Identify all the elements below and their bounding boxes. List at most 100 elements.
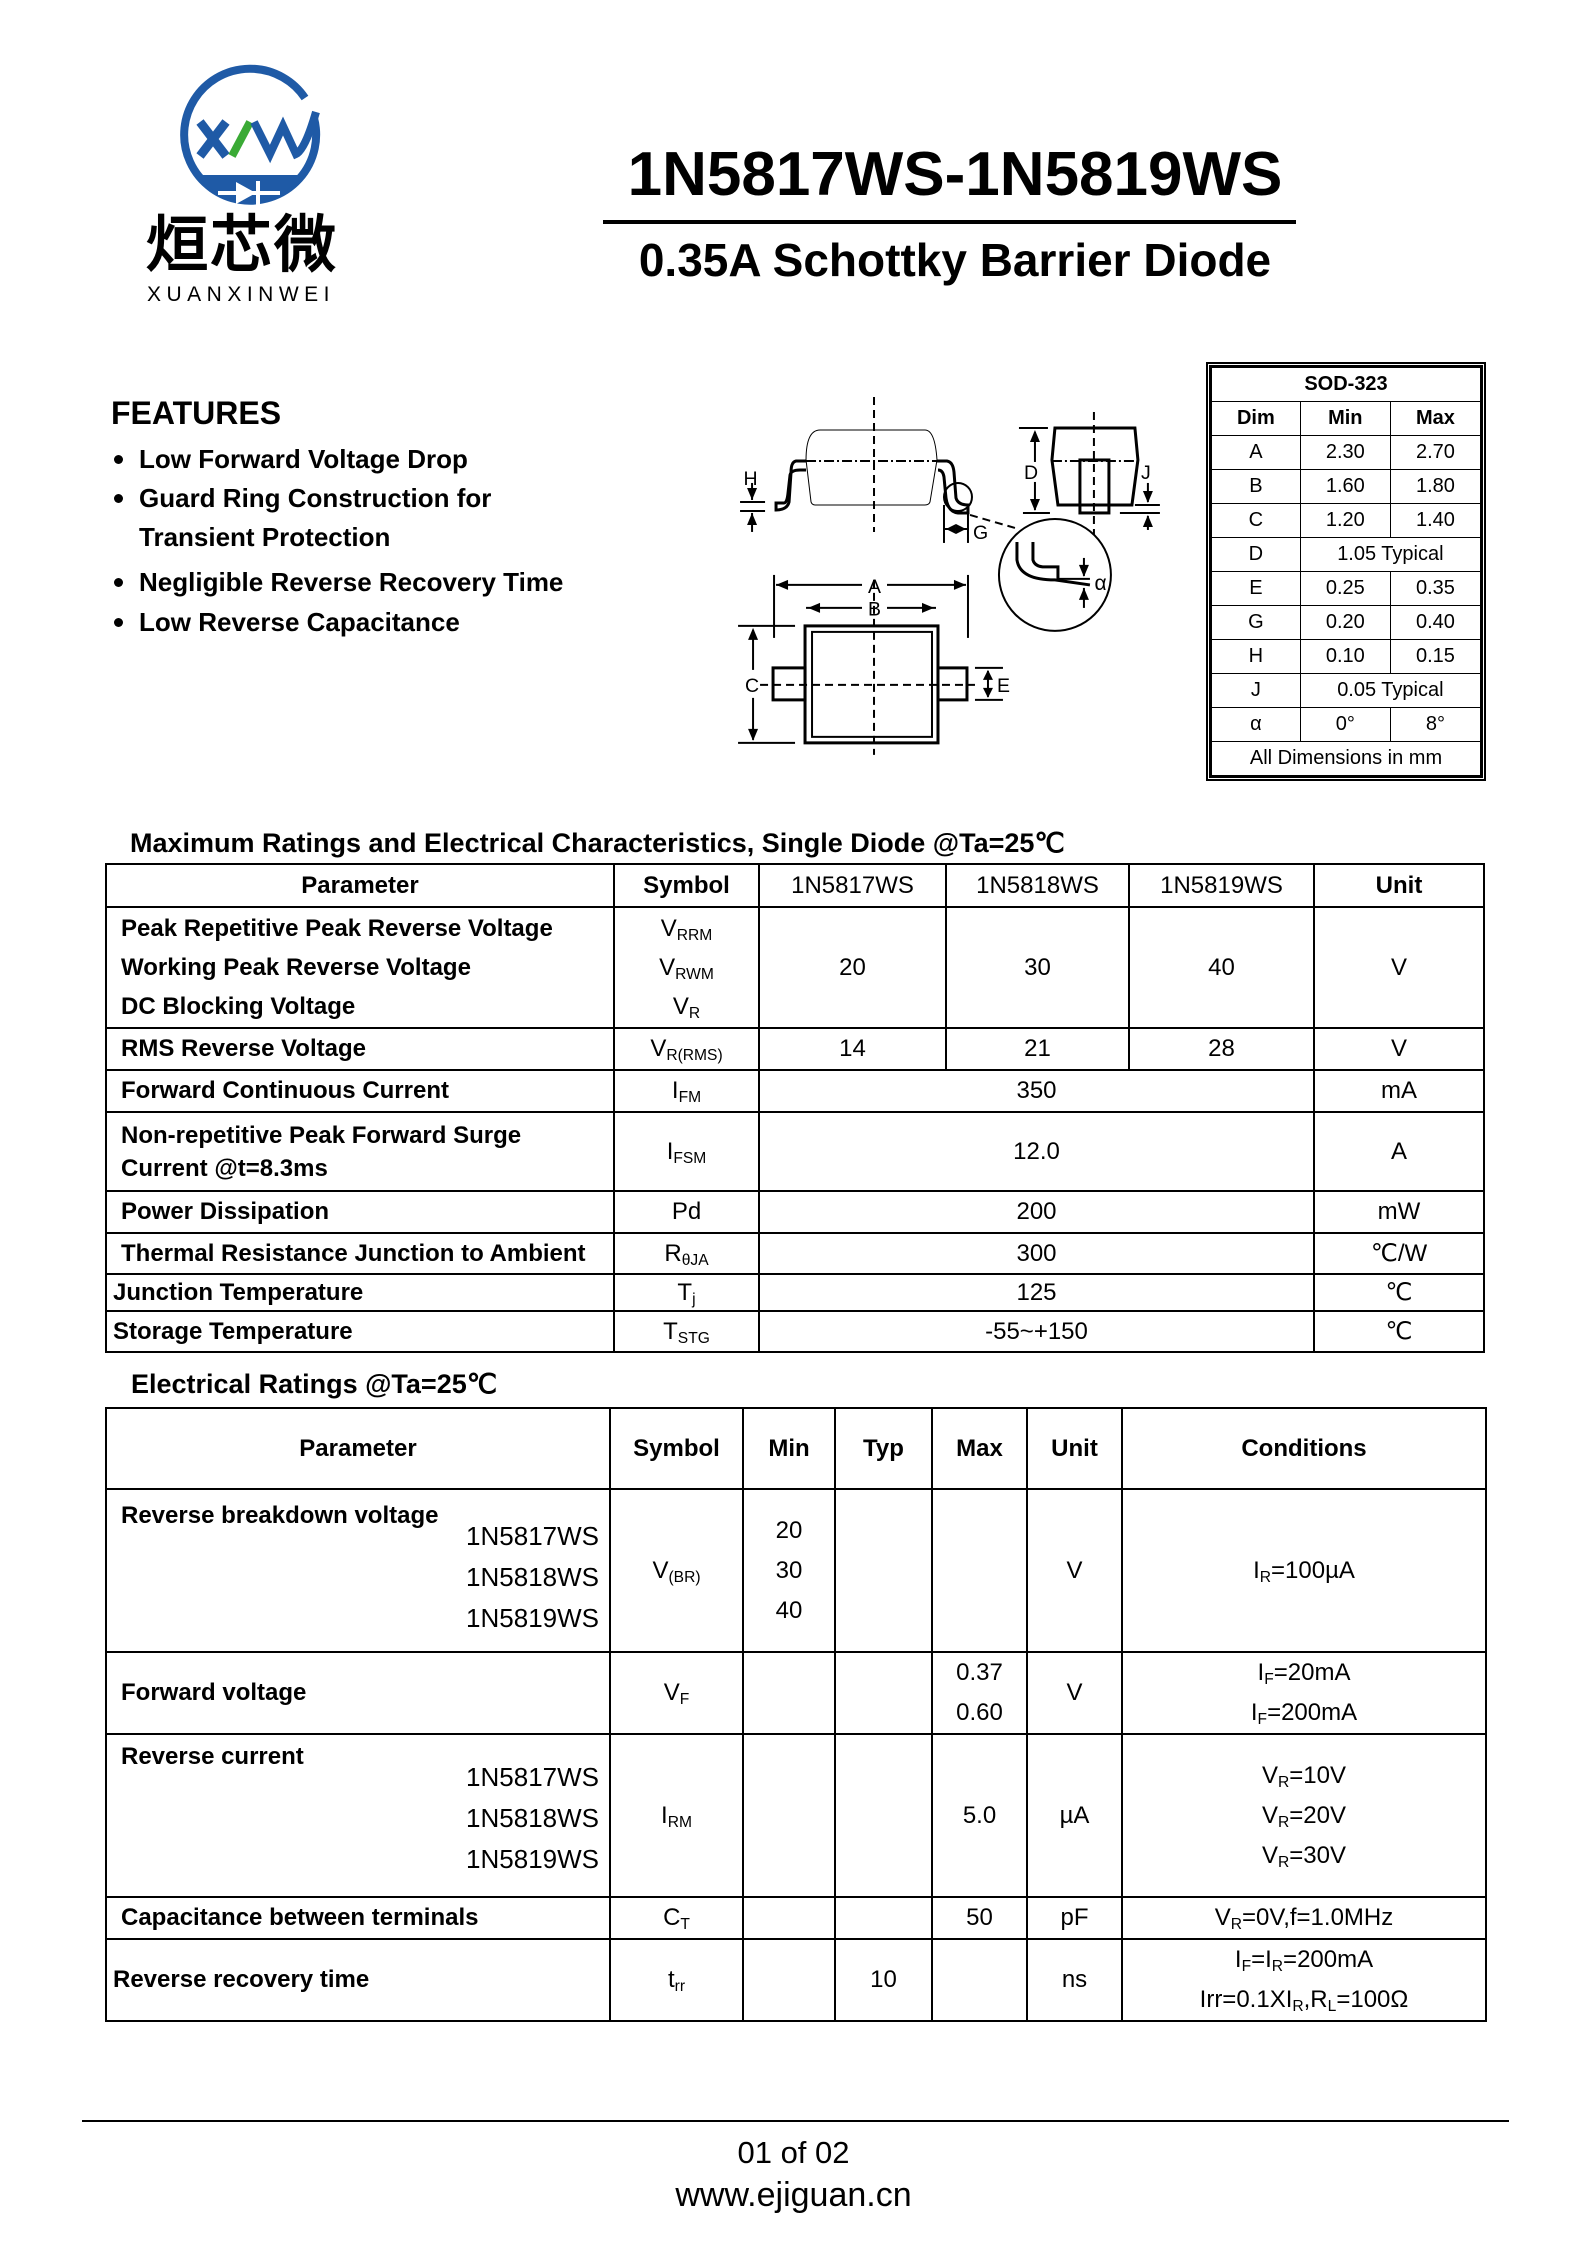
parameter-text: Reverse current bbox=[121, 1743, 304, 1770]
header-1n5817ws: 1N5817WS bbox=[758, 863, 947, 908]
parameter-text: Capacitance between terminals bbox=[121, 1904, 479, 1931]
header-parameter: Parameter bbox=[105, 1407, 611, 1490]
feature-item: Low Forward Voltage Drop bbox=[111, 444, 468, 474]
min-cell bbox=[742, 1733, 836, 1898]
company-logo: 烜芯微 XUANXINWEI bbox=[140, 55, 370, 310]
min-header: Min bbox=[1299, 401, 1391, 436]
dim-min: 1.60 bbox=[1299, 469, 1391, 504]
parameter-cell: Storage Temperature bbox=[105, 1310, 615, 1353]
table-row: Capacitance between terminals CT 50 pF VR=0V… bbox=[105, 1896, 1487, 1940]
min-cell: 20 30 40 bbox=[742, 1488, 836, 1653]
condition-text: Irr=0.1XIR,RL=100Ω bbox=[1199, 1986, 1409, 2015]
parameter-text: Working Peak Reverse Voltage bbox=[121, 954, 471, 981]
feature-text: Low Reverse Capacitance bbox=[139, 607, 460, 637]
subscript: RWM bbox=[675, 965, 714, 983]
typ-cell bbox=[834, 1733, 933, 1898]
dimension-row: B 1.60 1.80 bbox=[1211, 469, 1482, 504]
symbol-cell: VRRM VRWM VR bbox=[613, 906, 760, 1029]
model-list: 1N5817WS 1N5818WS 1N5819WS bbox=[466, 1516, 599, 1639]
parameter-text: Reverse breakdown voltage bbox=[121, 1502, 439, 1529]
condition-text: IR=100µA bbox=[1253, 1556, 1355, 1586]
subscript: R bbox=[1292, 1997, 1304, 2015]
subscript: FM bbox=[678, 1088, 702, 1106]
bullet-icon bbox=[114, 617, 123, 627]
dim-max: 2.70 bbox=[1389, 435, 1482, 470]
symbol-cell: trr bbox=[609, 1938, 744, 2022]
subscript: j bbox=[692, 1290, 696, 1308]
typ-cell bbox=[834, 1488, 933, 1653]
parameter-cell: Reverse breakdown voltage 1N5817WS 1N5818W… bbox=[105, 1488, 611, 1653]
value-cell: 200 bbox=[758, 1190, 1315, 1234]
dim-max: 0.35 bbox=[1389, 571, 1482, 606]
symbol-cell: VF bbox=[609, 1651, 744, 1735]
logo-latin-name: XUANXINWEI bbox=[147, 283, 336, 306]
condition-text: IF=200mA bbox=[1250, 1699, 1358, 1728]
dim-label-alpha: α bbox=[1094, 572, 1106, 595]
conditions-cell: IF=IR=200mA Irr=0.1XIR,RL=100Ω bbox=[1121, 1938, 1487, 2022]
table-row: Reverse breakdown voltage 1N5817WS 1N5818W… bbox=[105, 1488, 1487, 1653]
dim-name: G bbox=[1211, 605, 1301, 640]
page-number: 01 of 02 bbox=[737, 2135, 850, 2170]
unit-cell: ns bbox=[1026, 1938, 1123, 2022]
max-value: 0.37 bbox=[956, 1659, 1003, 1686]
parameter-text: Thermal Resistance Junction to Ambient bbox=[121, 1239, 586, 1267]
condition-text: VR=20V bbox=[1262, 1801, 1346, 1831]
condition-text: IF=IR=200mA bbox=[1234, 1946, 1374, 1975]
max-ratings-table: Parameter Symbol 1N5817WS 1N5818WS 1N581… bbox=[105, 863, 1485, 1353]
dim-max: 1.40 bbox=[1389, 503, 1482, 538]
parameter-cell: Reverse recovery time bbox=[105, 1938, 611, 2022]
title-divider bbox=[603, 220, 1296, 224]
value-cell: 30 bbox=[945, 906, 1130, 1029]
header-unit: Unit bbox=[1313, 863, 1485, 908]
parameter-text: Non-repetitive Peak Forward Surge bbox=[121, 1121, 522, 1149]
dim-min: 0° bbox=[1299, 707, 1391, 742]
subscript: R bbox=[1230, 1915, 1243, 1933]
parameter-cell: Junction Temperature bbox=[105, 1273, 615, 1312]
dimension-row: H 0.10 0.15 bbox=[1211, 639, 1482, 674]
max-cell bbox=[931, 1488, 1028, 1653]
header-symbol: Symbol bbox=[613, 863, 760, 908]
value-cell: 125 bbox=[758, 1273, 1315, 1312]
dim-label-d: D bbox=[1024, 462, 1038, 484]
value-cell: 300 bbox=[758, 1232, 1315, 1275]
unit-cell: A bbox=[1313, 1111, 1485, 1192]
symbol-text: Tj bbox=[677, 1278, 696, 1308]
max-cell: 0.37 0.60 bbox=[931, 1651, 1028, 1735]
model-name: 1N5818WS bbox=[466, 1562, 599, 1592]
footer-divider bbox=[82, 2120, 1509, 2122]
website-link[interactable]: www.ejiguan.cn bbox=[675, 2176, 912, 2214]
conditions-cell: IF=20mA IF=200mA bbox=[1121, 1651, 1487, 1735]
symbol-cell: IRM bbox=[609, 1733, 744, 1898]
feature-text: Low Forward Voltage Drop bbox=[139, 444, 468, 474]
dim-min: 1.20 bbox=[1299, 503, 1391, 538]
symbol-cell: IFSM bbox=[613, 1111, 760, 1192]
min-cell bbox=[742, 1938, 836, 2022]
table-row: Power Dissipation Pd 200 mW bbox=[105, 1190, 1485, 1234]
dim-name: α bbox=[1211, 707, 1301, 742]
header-typ: Typ bbox=[834, 1407, 933, 1490]
subscript: L bbox=[1327, 1997, 1337, 2015]
dim-name: J bbox=[1211, 673, 1301, 708]
table-row: Forward Continuous Current IFM 350 mA bbox=[105, 1069, 1485, 1113]
model-name: 1N5817WS bbox=[466, 1762, 599, 1792]
min-value: 40 bbox=[775, 1596, 803, 1624]
logo-chinese-name: 烜芯微 bbox=[146, 208, 339, 281]
parameter-cell: RMS Reverse Voltage bbox=[105, 1027, 615, 1071]
symbol-cell: TSTG bbox=[613, 1310, 760, 1353]
dim-label-a: A bbox=[868, 576, 881, 598]
dimensions-table: SOD-323 Dim Min Max A 2.30 2.70 B 1.60 1.80 C 1… bbox=[1206, 362, 1486, 781]
subscript: RRM bbox=[676, 926, 713, 944]
subscript: F bbox=[1241, 1957, 1252, 1975]
header-1n5818ws: 1N5818WS bbox=[945, 863, 1130, 908]
dimension-row: J 0.05 Typical bbox=[1211, 673, 1482, 708]
conditions-cell: IR=100µA bbox=[1121, 1488, 1487, 1653]
dim-max: 8° bbox=[1389, 707, 1482, 742]
unit-cell: V bbox=[1313, 906, 1485, 1029]
dimension-row: E 0.25 0.35 bbox=[1211, 571, 1482, 606]
condition-text: VR=0V,f=1.0MHz bbox=[1214, 1904, 1394, 1933]
subscript: R(RMS) bbox=[666, 1046, 723, 1064]
page-subtitle: 0.35A Schottky Barrier Diode bbox=[638, 234, 1272, 286]
model-name: 1N5819WS bbox=[466, 1603, 599, 1633]
symbol-text: VRWM bbox=[659, 954, 714, 983]
conditions-cell: VR=10V VR=20V VR=30V bbox=[1121, 1733, 1487, 1898]
